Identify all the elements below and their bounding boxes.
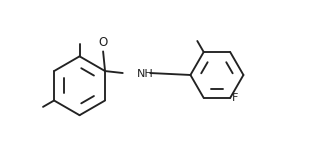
Text: NH: NH bbox=[136, 69, 153, 79]
Text: F: F bbox=[232, 93, 238, 103]
Text: O: O bbox=[99, 36, 108, 49]
